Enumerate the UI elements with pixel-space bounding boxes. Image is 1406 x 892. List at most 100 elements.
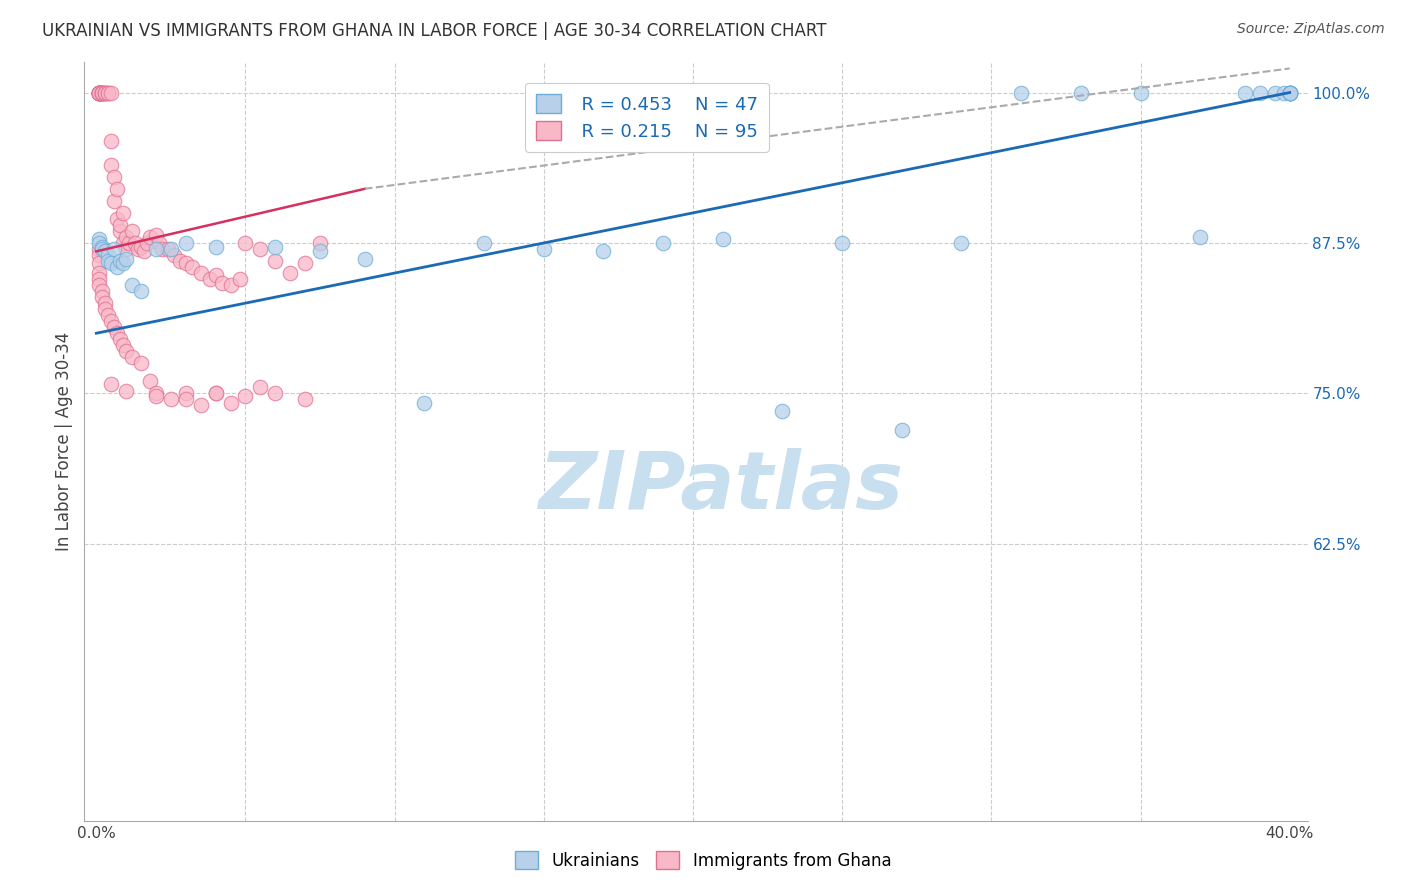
Point (132, 244, 155, 259)
Point (121, 278, 143, 293)
Point (139, 375, 162, 389)
Point (94, 86, 117, 100)
Point (100, 314, 122, 328)
Point (94, 244, 117, 259)
Point (100, 86, 122, 100)
Text: Source: ZipAtlas.com: Source: ZipAtlas.com (1237, 22, 1385, 37)
Point (249, 242, 271, 256)
Point (91, 284, 114, 298)
Point (105, 260, 128, 274)
Point (100, 256, 122, 270)
Point (592, 244, 614, 259)
Point (211, 276, 233, 290)
Point (831, 235, 853, 250)
Point (1272, 86, 1295, 100)
Point (160, 242, 183, 256)
Point (145, 242, 167, 256)
Point (1010, 86, 1032, 100)
Point (156, 242, 179, 256)
Point (91, 86, 114, 100)
Point (190, 399, 212, 413)
Point (105, 326, 128, 341)
Point (89, 232, 111, 246)
Point (89, 242, 111, 256)
Point (204, 268, 226, 283)
Point (89, 86, 111, 100)
Point (160, 392, 183, 407)
Point (103, 320, 125, 334)
Point (115, 242, 138, 256)
Point (1278, 86, 1301, 100)
Text: UKRAINIAN VS IMMIGRANTS FROM GHANA IN LABOR FORCE | AGE 30-34 CORRELATION CHART: UKRAINIAN VS IMMIGRANTS FROM GHANA IN LA… (42, 22, 827, 40)
Point (103, 242, 125, 256)
Point (100, 134, 122, 148)
Point (278, 266, 301, 280)
Point (145, 389, 167, 403)
Point (174, 386, 197, 401)
Point (115, 252, 138, 266)
Point (118, 235, 141, 250)
Point (108, 218, 131, 232)
Point (89, 248, 111, 262)
Point (112, 235, 135, 250)
Point (150, 242, 173, 256)
Point (89, 86, 111, 100)
Point (91, 86, 114, 100)
Point (103, 194, 125, 208)
Point (127, 242, 149, 256)
Point (145, 227, 167, 242)
Point (264, 386, 287, 401)
Point (136, 235, 159, 250)
Point (1264, 86, 1286, 100)
Point (163, 248, 186, 262)
Point (1189, 230, 1212, 244)
Y-axis label: In Labor Force | Age 30-34: In Labor Force | Age 30-34 (55, 332, 73, 551)
Point (94, 296, 117, 310)
Point (129, 239, 152, 253)
Point (1278, 86, 1301, 100)
Point (115, 384, 138, 398)
Point (309, 244, 332, 259)
Point (89, 86, 111, 100)
Point (1278, 86, 1301, 100)
Point (89, 86, 111, 100)
Point (91, 242, 114, 256)
Point (91, 86, 114, 100)
Point (108, 224, 131, 238)
Point (190, 266, 212, 280)
Point (180, 260, 202, 274)
Point (1070, 86, 1092, 100)
Point (772, 404, 794, 418)
Point (89, 266, 111, 280)
Point (115, 344, 138, 359)
Point (97, 254, 120, 268)
Point (1233, 86, 1256, 100)
Point (228, 272, 250, 286)
Point (1278, 86, 1301, 100)
Legend: Ukrainians, Immigrants from Ghana: Ukrainians, Immigrants from Ghana (508, 845, 898, 877)
Point (198, 272, 221, 286)
Point (100, 376, 122, 391)
Point (204, 386, 226, 401)
Point (97, 308, 120, 322)
Point (472, 235, 495, 250)
Point (264, 254, 287, 268)
Point (108, 254, 131, 268)
Point (91, 86, 114, 100)
Point (264, 239, 287, 253)
Point (204, 239, 226, 253)
Point (890, 423, 912, 437)
Point (294, 256, 316, 270)
Point (89, 278, 111, 293)
Text: ZIPatlas: ZIPatlas (538, 448, 903, 526)
Point (94, 302, 117, 317)
Point (89, 272, 111, 286)
Point (219, 396, 242, 410)
Point (169, 254, 191, 268)
Point (112, 206, 135, 220)
Point (115, 230, 138, 244)
Point (97, 248, 120, 262)
Point (89, 86, 111, 100)
Point (112, 338, 135, 352)
Point (1278, 86, 1301, 100)
